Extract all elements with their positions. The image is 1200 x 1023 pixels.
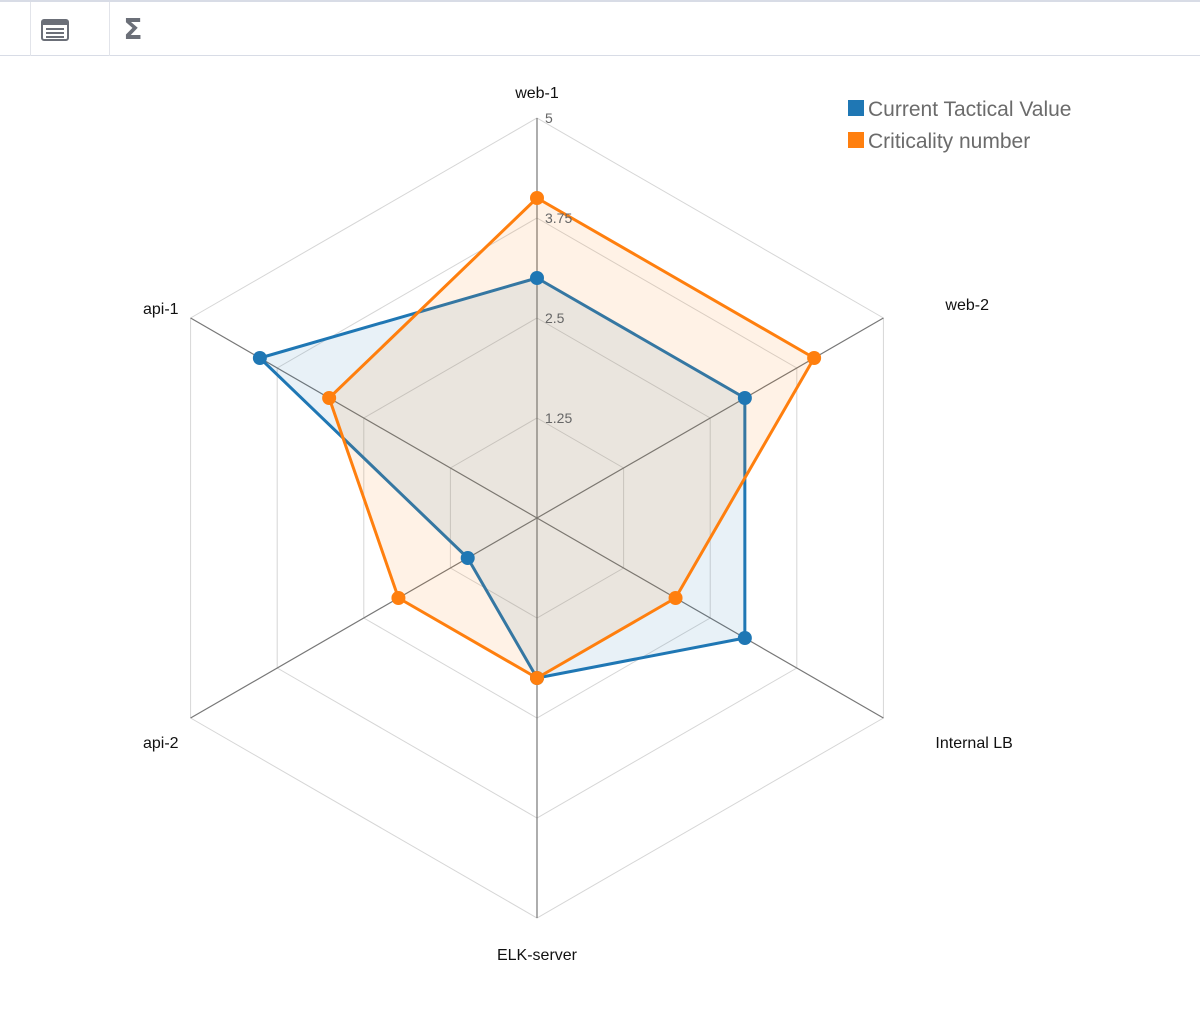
toolbar: Σ	[0, 0, 1200, 56]
tick-label-4: 5	[545, 110, 553, 126]
series-1-point-1	[530, 271, 544, 285]
table-view-button[interactable]	[35, 10, 75, 50]
legend-label-1: Current Tactical Value	[868, 98, 1072, 121]
series-2-point-5	[391, 591, 406, 605]
radar-chart-area: 1.25 2.5 3.75 5 web-1 web-2 Internal LB ELK-ser…	[0, 56, 1200, 1018]
sigma-icon: Σ	[123, 13, 143, 46]
axis-label-api-2: api-2	[143, 735, 179, 752]
radar-chart: 1.25 2.5 3.75 5 web-1 web-2 Internal LB ELK-ser…	[143, 85, 1072, 964]
series-1-point-5	[460, 551, 475, 565]
axis-label-internal-lb: Internal LB	[935, 735, 1012, 752]
series-2-point-6	[322, 391, 337, 405]
series-1-point-3	[737, 631, 752, 645]
legend-swatch-1	[848, 100, 864, 116]
axis-label-api-1: api-1	[143, 301, 179, 318]
series-1-point-6	[252, 351, 267, 365]
table-view-icon	[41, 19, 69, 41]
tick-label-2: 2.5	[545, 310, 565, 326]
toolbar-divider	[109, 2, 110, 56]
tick-label-3: 3.75	[545, 210, 572, 226]
sigma-button[interactable]: Σ	[113, 10, 153, 50]
axis-label-web-1: web-1	[514, 85, 559, 102]
axis-label-elk-server: ELK-server	[497, 947, 578, 964]
axis-line-internal-lb	[536, 517, 884, 719]
axis-label-web-2: web-2	[944, 297, 989, 314]
legend-swatch-2	[848, 132, 864, 148]
series-1-point-2	[737, 391, 752, 405]
series-2-point-2	[807, 351, 822, 365]
series-2-point-4	[530, 671, 544, 685]
tick-label-1: 1.25	[545, 410, 572, 426]
axis-line-web-2	[536, 317, 884, 519]
legend-label-2: Criticality number	[868, 130, 1030, 153]
toolbar-divider	[30, 2, 31, 56]
series-2-point-3	[668, 591, 683, 605]
axis-line-api-2	[190, 517, 538, 719]
series-2-point-1	[530, 191, 544, 205]
axis-line-api-1	[190, 317, 538, 519]
